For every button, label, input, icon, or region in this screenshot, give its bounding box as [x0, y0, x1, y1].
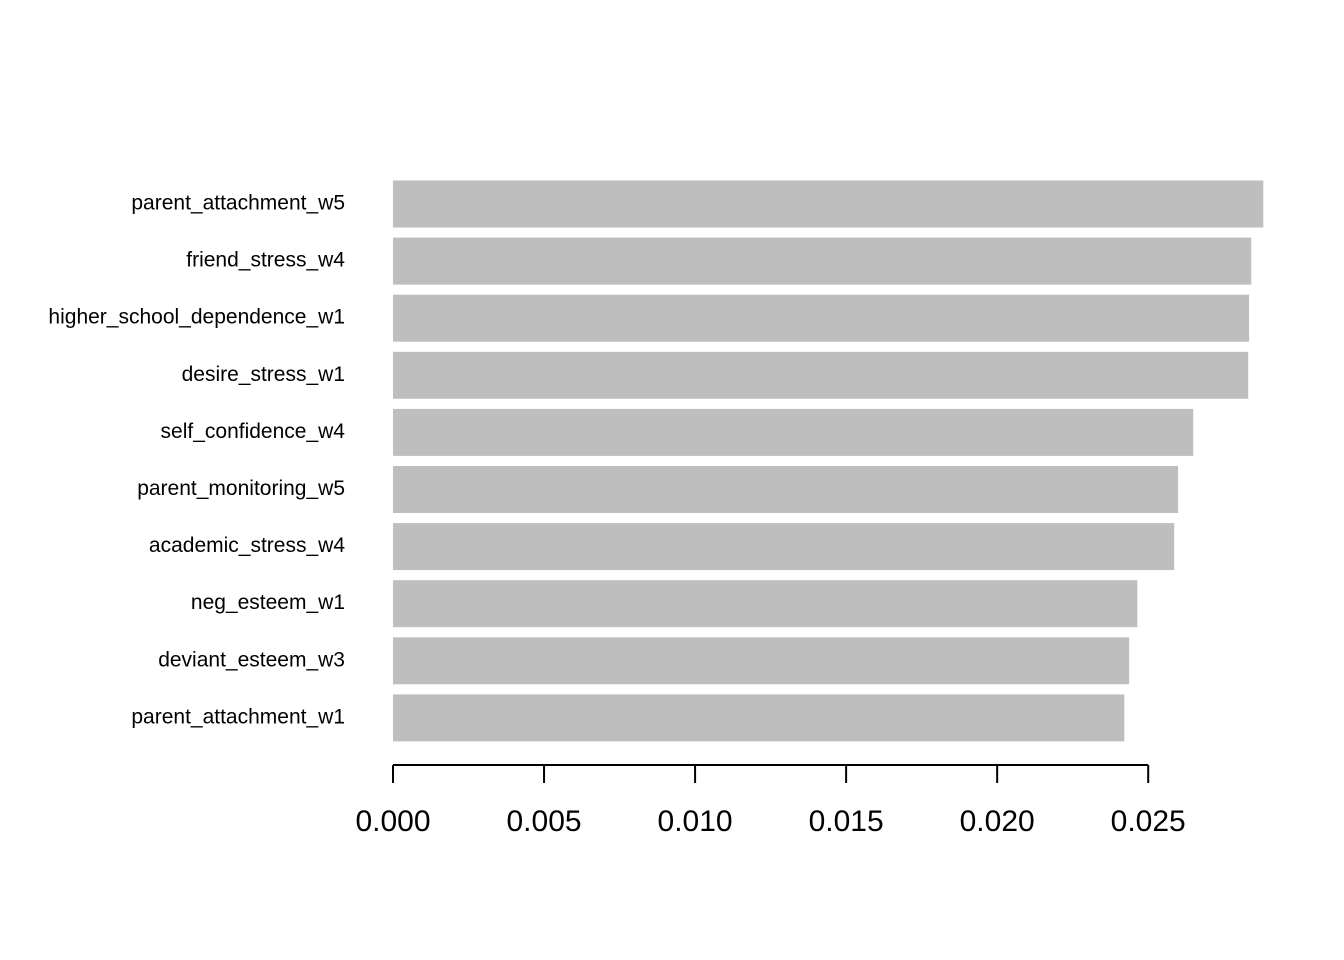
x-tick-label: 0.010	[658, 805, 733, 838]
y-tick-label: parent_attachment_w5	[131, 192, 345, 215]
bar	[393, 637, 1130, 685]
y-tick-label: desire_stress_w1	[182, 363, 345, 386]
y-tick-label: parent_monitoring_w5	[137, 477, 345, 500]
bar	[393, 694, 1125, 742]
bar	[393, 580, 1138, 628]
bar	[393, 180, 1264, 228]
y-tick-label: friend_stress_w4	[186, 249, 345, 272]
x-tick-label: 0.005	[507, 805, 582, 838]
y-tick-label: self_confidence_w4	[161, 420, 346, 443]
bar	[393, 237, 1252, 285]
y-tick-label: parent_attachment_w1	[131, 705, 345, 728]
bar	[393, 466, 1179, 513]
x-tick-label: 0.000	[355, 805, 430, 838]
x-tick-label: 0.025	[1111, 805, 1186, 838]
bar	[393, 351, 1249, 399]
bar	[393, 523, 1175, 571]
y-tick-label: academic_stress_w4	[149, 534, 345, 557]
y-tick-label: higher_school_dependence_w1	[48, 306, 345, 329]
bar	[393, 408, 1194, 456]
y-tick-label: neg_esteem_w1	[191, 591, 345, 614]
x-tick-label: 0.015	[809, 805, 884, 838]
bar	[393, 294, 1250, 342]
y-tick-label: deviant_esteem_w3	[158, 648, 345, 671]
x-tick-label: 0.020	[960, 805, 1035, 838]
